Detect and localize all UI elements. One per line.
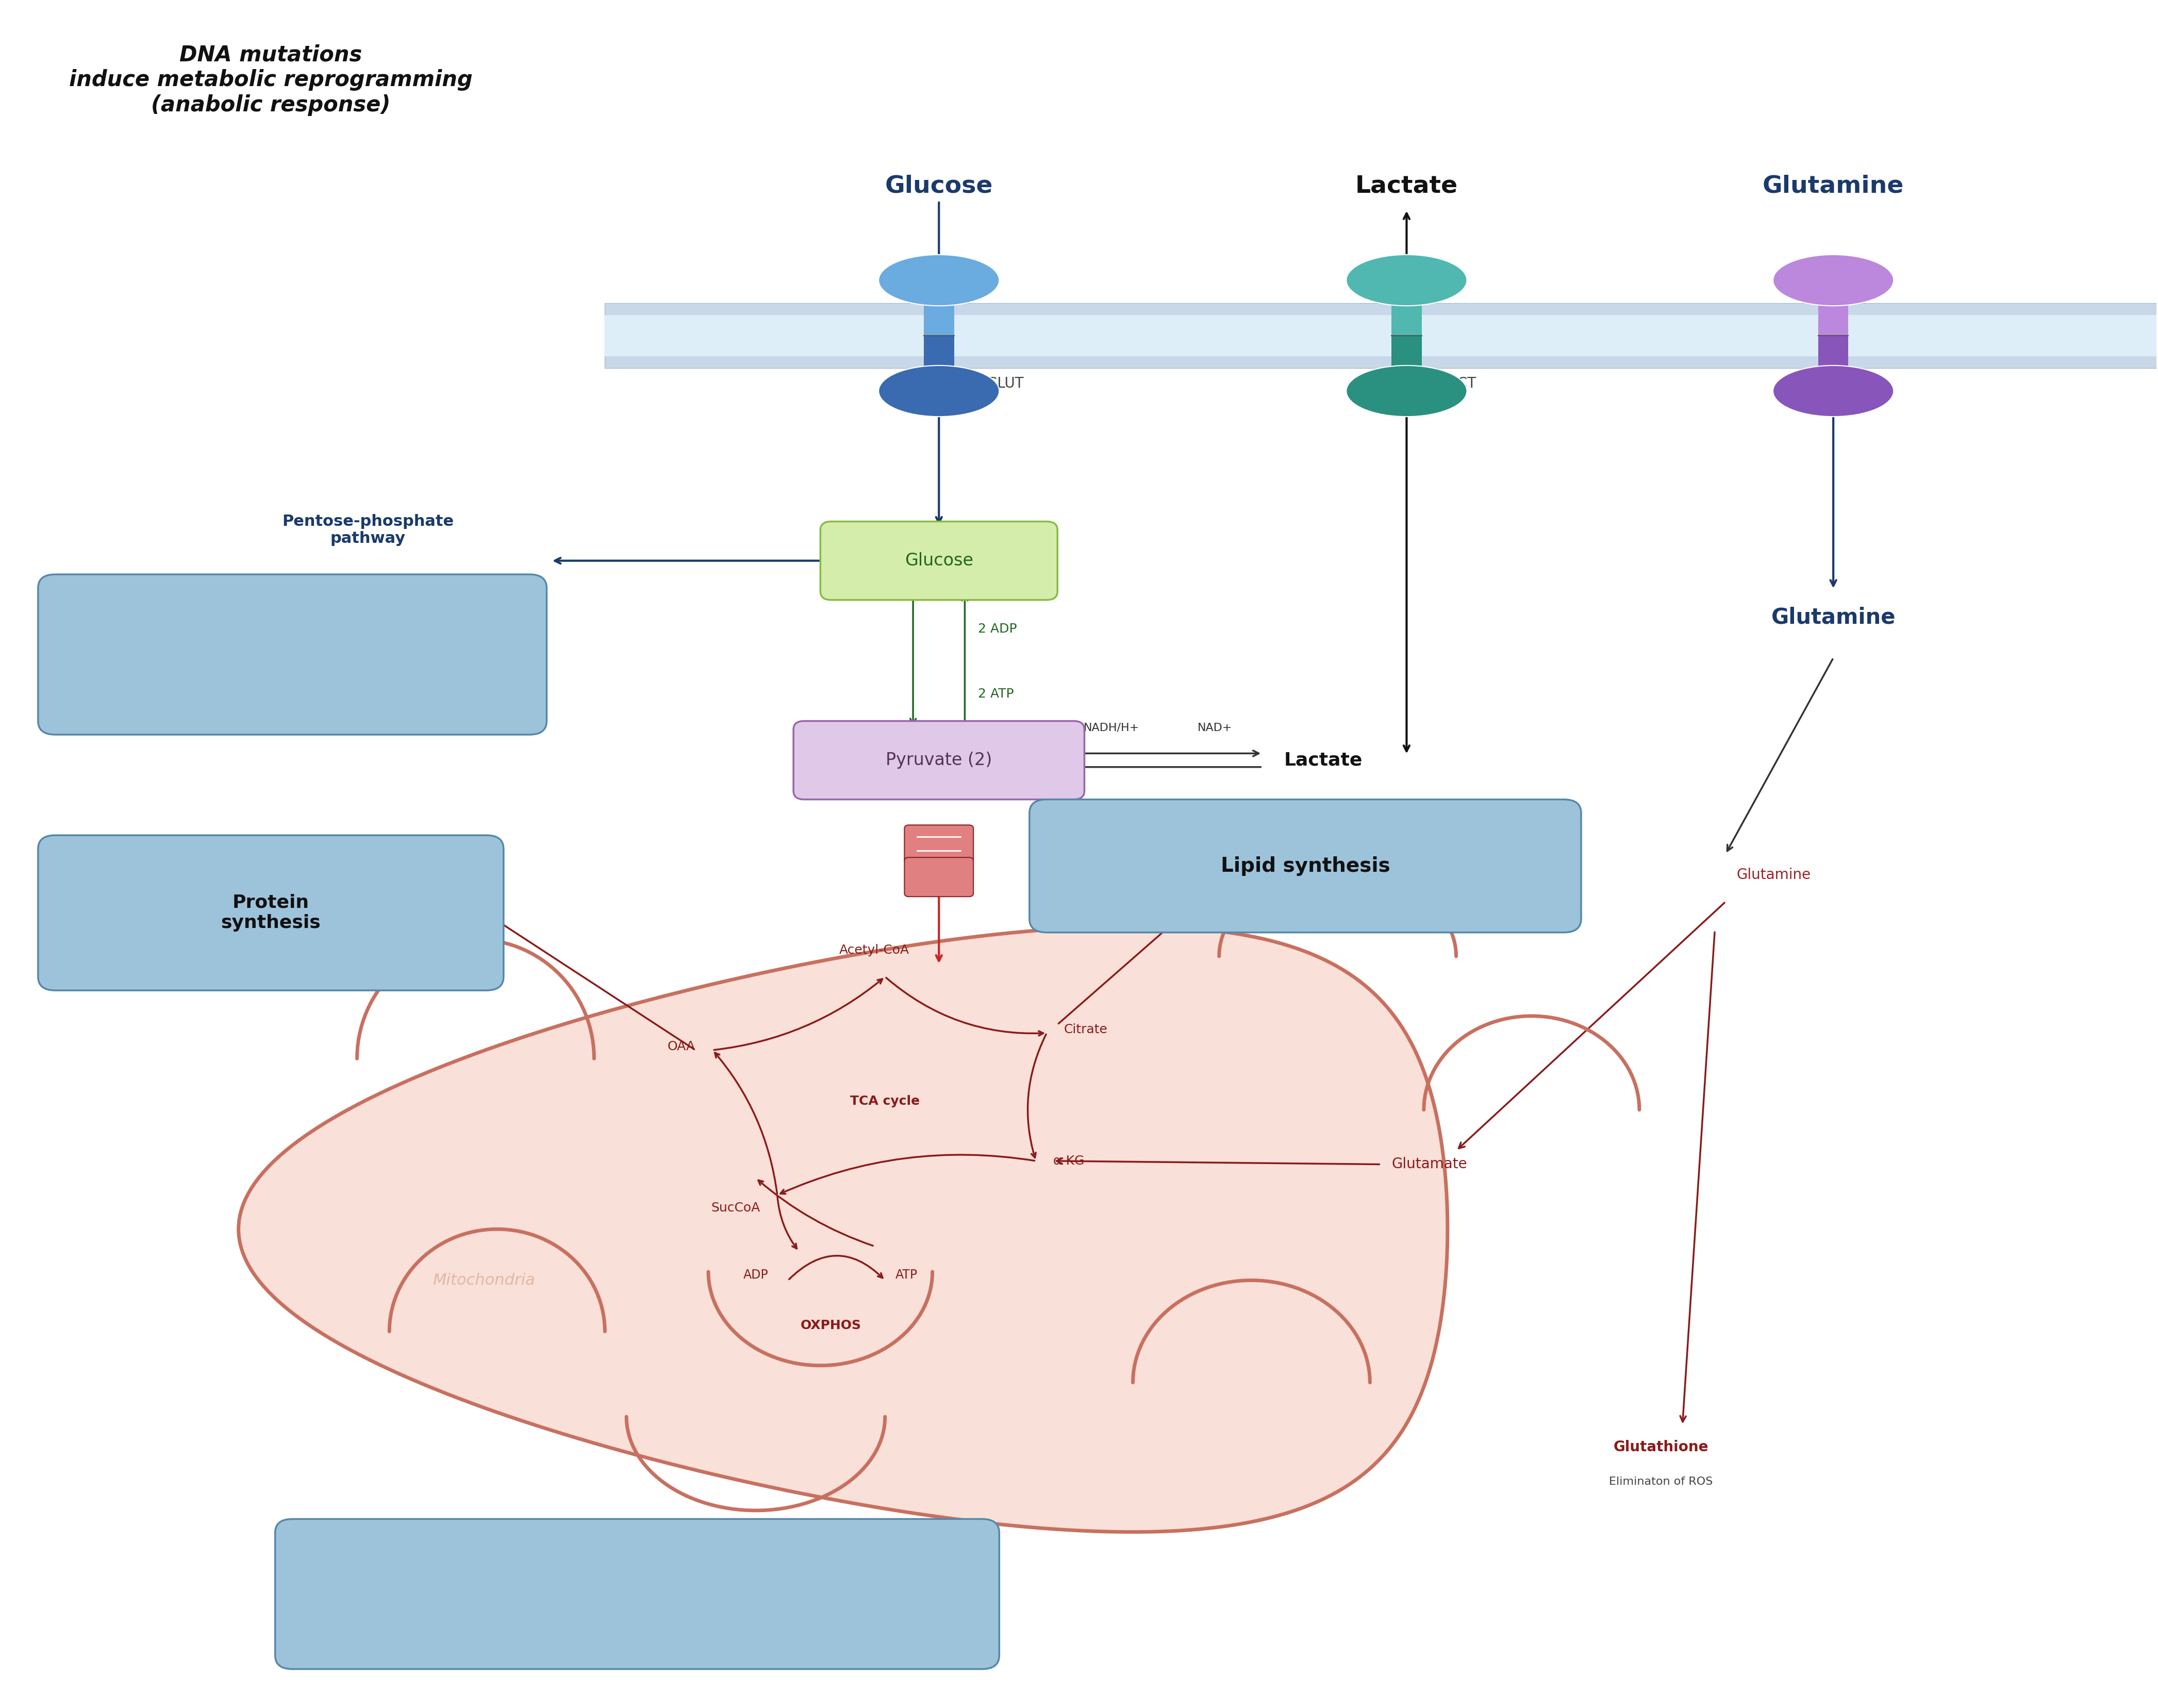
Ellipse shape	[1774, 366, 1893, 417]
Bar	[1392, 336, 1422, 367]
Bar	[1392, 304, 1422, 336]
Text: α-KG: α-KG	[1053, 1155, 1085, 1167]
Text: NADH/H+: NADH/H+	[1083, 722, 1139, 733]
Text: OXPHOS: OXPHOS	[801, 1320, 861, 1332]
Ellipse shape	[1347, 366, 1467, 417]
Bar	[1819, 336, 1849, 367]
Text: Glutathione: Glutathione	[1614, 1440, 1709, 1454]
Ellipse shape	[240, 888, 1662, 1570]
Ellipse shape	[878, 366, 999, 417]
Text: TCA cycle: TCA cycle	[850, 1095, 919, 1107]
FancyBboxPatch shape	[39, 835, 503, 991]
Ellipse shape	[878, 254, 999, 306]
Text: Acetyl-CoA: Acetyl-CoA	[839, 945, 909, 956]
Text: Protein
synthesis: Protein synthesis	[220, 893, 322, 933]
Text: ATP: ATP	[896, 1269, 917, 1281]
FancyBboxPatch shape	[820, 521, 1057, 600]
FancyBboxPatch shape	[39, 574, 546, 734]
FancyBboxPatch shape	[1029, 799, 1582, 933]
Text: GLUT: GLUT	[986, 376, 1023, 391]
Text: Eliminaton of ROS: Eliminaton of ROS	[1610, 1476, 1713, 1486]
Bar	[924, 304, 954, 336]
Text: Glutamine: Glutamine	[1737, 868, 1811, 881]
FancyBboxPatch shape	[794, 721, 1083, 799]
Text: OAA: OAA	[667, 1040, 695, 1052]
Text: Glutamine: Glutamine	[1772, 606, 1895, 629]
Bar	[604, 304, 2156, 367]
Text: 2 ATP: 2 ATP	[978, 688, 1014, 700]
Bar	[1819, 304, 1849, 336]
Text: 2 ADP: 2 ADP	[978, 623, 1016, 635]
Text: Nucleotide
synthesis: Nucleotide synthesis	[235, 635, 350, 673]
Bar	[924, 336, 954, 367]
Ellipse shape	[1774, 254, 1893, 306]
Text: Glutamate: Glutamate	[1392, 1156, 1467, 1172]
Text: Lactate: Lactate	[1284, 752, 1362, 769]
Text: Glucose: Glucose	[904, 552, 973, 569]
Ellipse shape	[1347, 254, 1467, 306]
Polygon shape	[240, 926, 1448, 1532]
Text: Glucose: Glucose	[885, 174, 993, 198]
Text: MCT: MCT	[1446, 376, 1476, 391]
Text: SucCoA: SucCoA	[710, 1202, 760, 1214]
FancyBboxPatch shape	[904, 857, 973, 897]
Text: NAD+: NAD+	[1198, 722, 1232, 733]
Text: DNA mutations
induce metabolic reprogramming
(anabolic response): DNA mutations induce metabolic reprogram…	[69, 44, 473, 116]
FancyBboxPatch shape	[904, 825, 973, 864]
Text: Lactate: Lactate	[1355, 174, 1459, 198]
Text: ADP: ADP	[742, 1269, 768, 1281]
Text: Pyruvate (2): Pyruvate (2)	[885, 752, 993, 769]
Text: Energy production: Energy production	[533, 1585, 742, 1604]
Text: Citrate: Citrate	[1064, 1023, 1107, 1035]
Text: Mitochondria: Mitochondria	[432, 1272, 535, 1288]
Text: Pentose-phosphate
pathway: Pentose-phosphate pathway	[283, 514, 453, 547]
Text: Glutamine: Glutamine	[1763, 174, 1903, 198]
Text: Lipid synthesis: Lipid synthesis	[1221, 856, 1390, 876]
Bar	[604, 316, 2156, 355]
FancyBboxPatch shape	[274, 1518, 999, 1669]
